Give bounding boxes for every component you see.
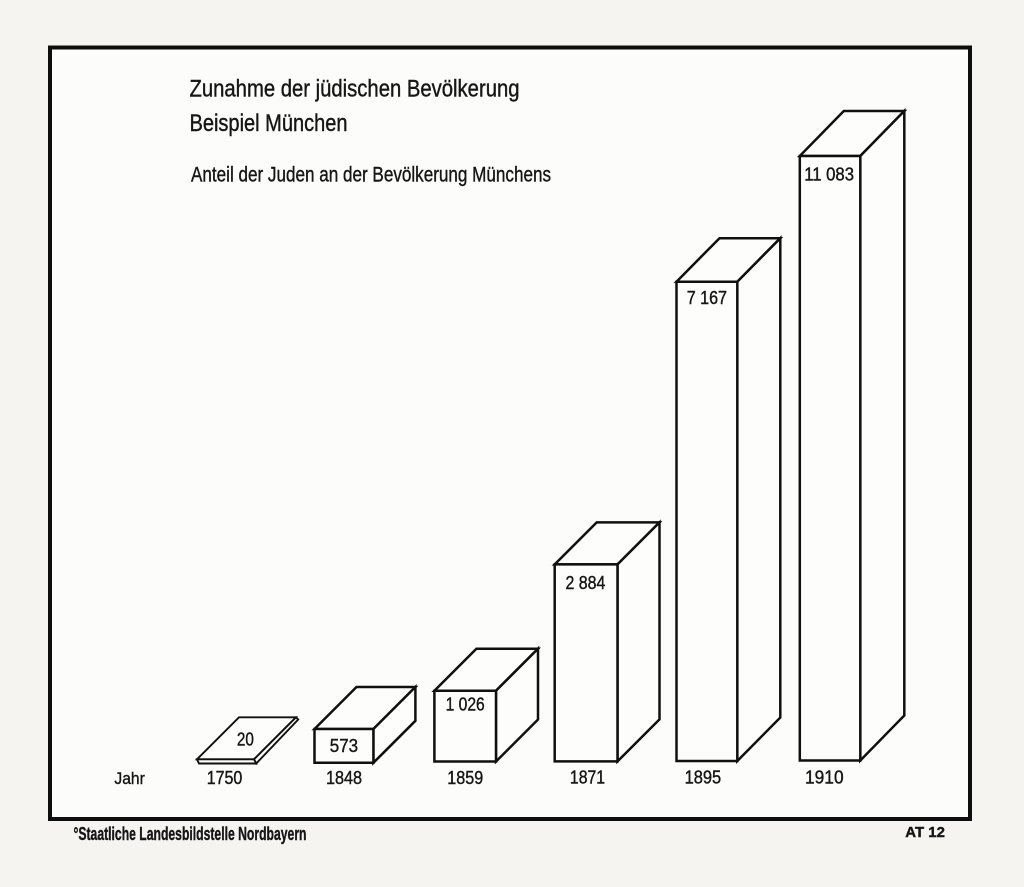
svg-text:1910: 1910 — [805, 768, 844, 788]
svg-text:1 026: 1 026 — [446, 694, 485, 714]
svg-text:Anteil der Juden an der Bevölk: Anteil der Juden an der Bevölkerung Münc… — [191, 163, 551, 187]
svg-text:7 167: 7 167 — [687, 288, 727, 308]
svg-text:Beispiel München: Beispiel München — [190, 110, 348, 137]
svg-text:11 083: 11 083 — [804, 165, 854, 185]
svg-text:1871: 1871 — [570, 767, 605, 787]
svg-text:Zunahme der jüdischen Bevölker: Zunahme der jüdischen Bevölkerung — [190, 76, 520, 103]
svg-text:Jahr: Jahr — [114, 769, 145, 788]
svg-text:1750: 1750 — [207, 768, 243, 788]
svg-text:°Staatliche Landesbildstelle N: °Staatliche Landesbildstelle Nordbayern — [74, 823, 307, 844]
svg-text:1848: 1848 — [326, 768, 362, 788]
svg-text:AT 12: AT 12 — [905, 825, 945, 841]
svg-text:1859: 1859 — [447, 768, 483, 788]
svg-text:1895: 1895 — [685, 768, 722, 788]
svg-text:2 884: 2 884 — [566, 573, 606, 593]
svg-text:573: 573 — [330, 736, 358, 756]
svg-text:20: 20 — [237, 730, 254, 750]
